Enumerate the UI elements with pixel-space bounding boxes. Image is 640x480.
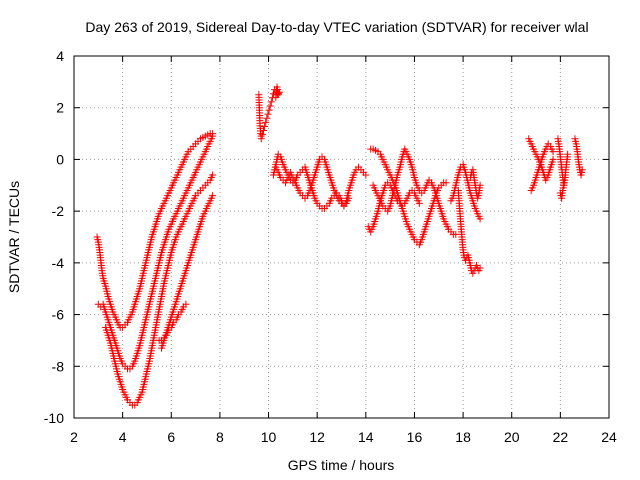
- x-tick-label: 12: [309, 429, 325, 445]
- data-point: [266, 102, 274, 110]
- data-point: [267, 98, 275, 106]
- y-tick-label: 0: [56, 151, 64, 167]
- data-point: [362, 171, 370, 179]
- series-arc-18: [556, 174, 569, 202]
- data-point: [182, 300, 190, 308]
- data-point: [578, 166, 586, 174]
- series-arc-6: [255, 83, 283, 143]
- data-point: [274, 89, 282, 97]
- data-point: [209, 192, 217, 200]
- series-arc-10: [369, 145, 460, 238]
- y-axis-label: SDTVAR / TECUs: [6, 181, 22, 293]
- data-point: [259, 127, 267, 135]
- data-point: [261, 122, 269, 130]
- chart-title: Day 263 of 2019, Sidereal Day-to-day VTE…: [85, 19, 588, 35]
- x-tick-label: 22: [553, 429, 569, 445]
- x-tick-label: 8: [216, 429, 224, 445]
- series-arc-4: [158, 192, 217, 352]
- series-arc-3: [102, 171, 217, 409]
- series-arc-2: [94, 132, 217, 373]
- series-arc-8: [272, 153, 353, 210]
- series-arc-12: [447, 161, 484, 223]
- series-arc-1: [93, 130, 217, 331]
- data-point: [564, 150, 572, 158]
- data-point: [561, 174, 569, 182]
- x-tick-label: 6: [167, 429, 175, 445]
- series-arc-17: [554, 135, 572, 189]
- y-tick-label: -10: [44, 410, 64, 426]
- series-arc-5: [155, 300, 190, 344]
- y-tick-labels: -10 -8 -6 -4 -2 0 2 4: [44, 48, 64, 426]
- y-tick-label: -8: [52, 358, 65, 374]
- x-axis-label: GPS time / hours: [288, 457, 395, 473]
- data-point: [452, 230, 460, 238]
- x-tick-labels: 2 4 6 8 10 12 14 16 18 20 22 24: [70, 429, 617, 445]
- series-arc-19: [571, 135, 586, 179]
- x-tick-label: 14: [358, 429, 374, 445]
- data-point: [263, 114, 271, 122]
- y-tick-label: 4: [56, 48, 64, 64]
- data-point: [262, 118, 270, 126]
- data-point: [345, 194, 353, 202]
- data-points: [93, 83, 586, 409]
- y-tick-label: 2: [56, 100, 64, 116]
- data-point: [209, 171, 217, 179]
- data-point: [265, 106, 273, 114]
- data-point: [258, 131, 266, 139]
- x-tick-label: 16: [407, 429, 423, 445]
- data-point: [442, 179, 450, 187]
- series-arc-14: [466, 166, 484, 202]
- series-arc-16: [527, 140, 557, 194]
- y-tick-label: -6: [52, 307, 65, 323]
- x-tick-label: 18: [455, 429, 471, 445]
- data-point: [549, 155, 557, 163]
- x-tick-label: 24: [601, 429, 617, 445]
- y-tick-label: -4: [52, 255, 65, 271]
- x-tick-label: 2: [70, 429, 78, 445]
- data-point: [209, 132, 217, 140]
- data-point: [549, 148, 557, 156]
- data-point: [273, 86, 281, 94]
- data-point: [476, 181, 484, 189]
- x-tick-label: 4: [119, 429, 127, 445]
- series-arc-11: [364, 179, 423, 236]
- data-point: [264, 110, 272, 118]
- x-tick-label: 10: [261, 429, 277, 445]
- data-point: [415, 199, 423, 207]
- data-point: [476, 264, 484, 272]
- x-tick-label: 20: [504, 429, 520, 445]
- data-point: [476, 215, 484, 223]
- y-tick-label: -2: [52, 203, 65, 219]
- series-arc-13: [454, 186, 484, 277]
- plot-frame: [73, 55, 610, 419]
- series-arc-9: [367, 145, 450, 249]
- data-point: [257, 135, 265, 143]
